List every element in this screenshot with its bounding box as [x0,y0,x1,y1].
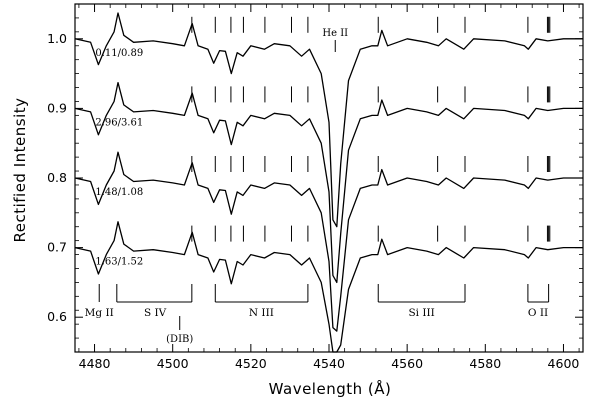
y-tick-label: 0.6 [47,309,67,324]
spectrum-series: 0.11/0.89 2.96/3.61 1.48/1.08 1.63/1.52 [74,12,583,353]
x-tick-label: 4600 [548,356,580,371]
spectrum-line [74,221,583,353]
spectrum-line [74,81,583,284]
he-ii-label: He II [322,28,348,39]
x-tick-label: 4520 [235,356,267,371]
axis-ticks: 4480 4500 4520 4540 4560 4580 4600 0.6 0.7 0.8 0.9… [47,3,583,371]
series-label: 1.63/1.52 [95,257,143,268]
y-tick-label: 0.9 [47,100,67,115]
plot-frame [74,3,584,353]
series-label: 2.96/3.61 [95,117,143,128]
y-tick-label: 1.0 [47,31,67,46]
ion-label: S IV [144,307,167,319]
ion-label: O II [528,307,548,319]
series-label: 0.11/0.89 [95,48,143,59]
spectrum-line [74,151,583,332]
x-tick-label: 4500 [157,356,189,371]
x-tick-label: 4540 [313,356,345,371]
y-axis-label: Rectified Intensity [11,97,29,242]
ion-label: N III [249,307,274,319]
dib-label: (DIB) [166,334,193,345]
y-tick-label: 0.8 [47,170,67,185]
spectrum-line [74,12,583,228]
ion-label: Si III [408,307,434,319]
ion-label: Mg II [85,307,114,319]
y-tick-label: 0.7 [47,240,67,255]
x-tick-label: 4580 [469,356,501,371]
line-identification-marks: He II (DIB) [166,16,551,345]
x-tick-label: 4480 [79,356,111,371]
ion-groups: Mg II S IV N III Si III O II [85,284,550,319]
series-label: 1.48/1.08 [95,187,143,198]
x-tick-label: 4560 [391,356,423,371]
x-axis-label: Wavelength (Å) [269,379,392,398]
plot-area [74,3,584,353]
